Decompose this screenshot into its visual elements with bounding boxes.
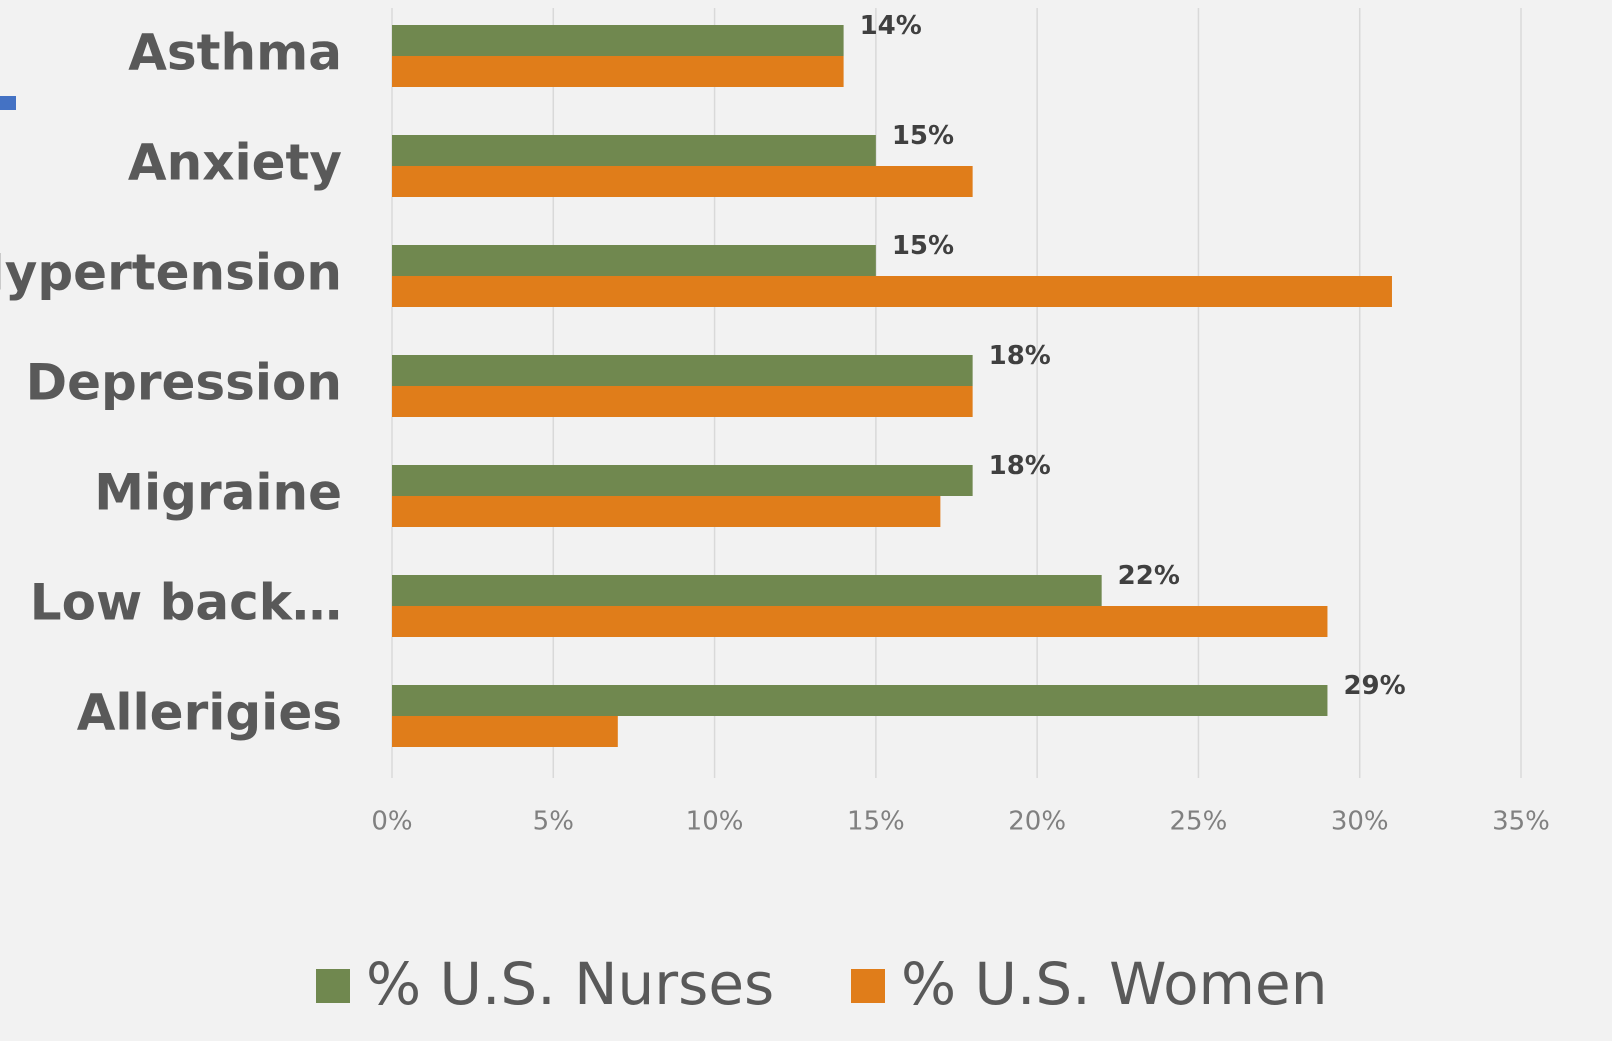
bar — [392, 25, 844, 56]
data-label: 15% — [892, 231, 954, 261]
data-label: 18% — [989, 451, 1051, 481]
category-label: Low back… — [30, 574, 342, 632]
data-label: 18% — [989, 341, 1051, 371]
bar — [392, 355, 973, 386]
category-label: Allerigies — [77, 684, 342, 742]
bar — [392, 245, 876, 276]
x-tick-label: 10% — [686, 807, 744, 837]
category-label: Hypertension — [0, 244, 342, 302]
category-label: Migraine — [94, 464, 342, 522]
legend-label: % U.S. Women — [901, 950, 1328, 1018]
x-tick-label: 35% — [1492, 807, 1550, 837]
category-label: Depression — [26, 354, 342, 412]
x-tick-label: 20% — [1008, 807, 1066, 837]
category-label: Asthma — [128, 24, 342, 82]
bar — [392, 716, 618, 747]
legend-swatch — [316, 969, 350, 1003]
x-tick-label: 5% — [533, 807, 574, 837]
data-label: 15% — [892, 121, 954, 151]
bar — [392, 56, 844, 87]
x-tick-label: 25% — [1170, 807, 1228, 837]
bar — [392, 166, 973, 197]
data-label: 22% — [1118, 561, 1180, 591]
decoration — [0, 96, 16, 110]
x-tick-label: 0% — [371, 807, 412, 837]
x-tick-label: 30% — [1331, 807, 1389, 837]
bar — [392, 575, 1102, 606]
bar — [392, 465, 973, 496]
legend-swatch — [851, 969, 885, 1003]
legend-label: % U.S. Nurses — [366, 950, 774, 1018]
bar — [392, 386, 973, 417]
data-label: 29% — [1343, 671, 1405, 701]
bar — [392, 276, 1392, 307]
bar — [392, 606, 1328, 637]
bar — [392, 685, 1328, 716]
data-label: 14% — [860, 11, 922, 41]
category-label: Anxiety — [128, 134, 342, 192]
x-tick-label: 15% — [847, 807, 905, 837]
bar — [392, 135, 876, 166]
bar — [392, 496, 941, 527]
